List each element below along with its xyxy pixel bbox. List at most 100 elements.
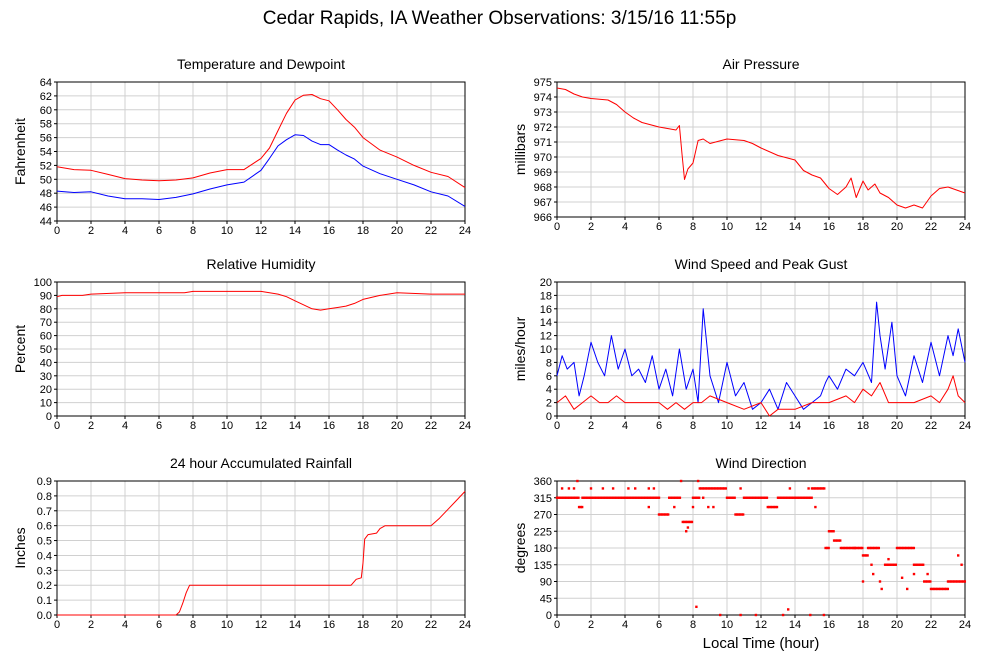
direction-point: [561, 496, 565, 499]
direction-point: [943, 587, 946, 591]
y-tick-label: 0: [546, 411, 552, 423]
direction-point: [818, 487, 821, 490]
direction-point: [855, 546, 858, 550]
direction-point: [927, 580, 930, 583]
direction-point: [885, 563, 888, 566]
y-tick-label: 6: [546, 371, 552, 383]
x-tick-label: 10: [721, 619, 733, 631]
direction-point: [774, 505, 777, 509]
direction-point: [739, 487, 742, 490]
direction-point: [880, 587, 883, 591]
x-tick-label: 4: [622, 420, 628, 432]
direction-point: [564, 496, 568, 499]
direction-point: [628, 496, 632, 499]
x-tick-label: 0: [54, 225, 60, 237]
x-tick-label: 6: [656, 619, 662, 631]
direction-point: [566, 496, 569, 499]
direction-point: [657, 513, 661, 516]
direction-point: [815, 487, 818, 490]
x-tick-label: 14: [789, 221, 801, 233]
y-axis-label: Percent: [12, 325, 28, 373]
direction-point: [611, 496, 615, 499]
direction-point: [735, 513, 739, 516]
y-tick-label: 0: [546, 610, 552, 622]
direction-point: [740, 513, 743, 516]
y-axis-label: Fahrenheit: [12, 118, 28, 185]
direction-point: [891, 563, 894, 566]
direction-point: [697, 496, 701, 499]
direction-point: [878, 580, 882, 583]
direction-point: [713, 487, 717, 490]
direction-point: [666, 513, 670, 516]
direction-point: [810, 487, 814, 490]
direction-point: [719, 613, 722, 617]
direction-point: [622, 496, 626, 499]
direction-point: [698, 487, 701, 490]
y-tick-label: 60: [40, 105, 52, 117]
x-tick-label: 20: [891, 420, 903, 432]
direction-point: [796, 496, 800, 499]
x-tick-label: 22: [925, 619, 937, 631]
direction-point: [651, 496, 655, 499]
direction-point: [756, 496, 759, 499]
x-tick-label: 18: [857, 420, 869, 432]
direction-point: [845, 546, 849, 550]
direction-point: [724, 487, 728, 490]
direction-point: [909, 546, 912, 550]
direction-point: [962, 580, 965, 583]
direction-point: [577, 496, 580, 499]
direction-point: [874, 546, 877, 550]
direction-point: [940, 587, 943, 591]
direction-point: [588, 496, 592, 499]
direction-point: [787, 608, 790, 611]
direction-point: [872, 572, 875, 576]
direction-point: [946, 580, 950, 583]
direction-point: [590, 496, 593, 499]
direction-point: [712, 505, 715, 509]
y-tick-label: 225: [534, 526, 552, 538]
series-line-0: [56, 94, 466, 189]
x-tick-label: 2: [588, 420, 594, 432]
x-tick-label: 6: [156, 420, 162, 432]
direction-point: [751, 496, 755, 499]
direction-point: [696, 479, 700, 483]
x-tick-label: 18: [857, 221, 869, 233]
y-tick-label: 972: [534, 122, 552, 134]
y-tick-label: 54: [40, 147, 52, 159]
direction-point: [906, 587, 909, 591]
direction-point: [608, 496, 612, 499]
direction-point: [596, 496, 599, 499]
direction-point: [871, 546, 874, 550]
direction-point: [725, 496, 729, 499]
direction-point: [627, 487, 630, 490]
direction-point: [926, 580, 929, 583]
direction-point: [599, 496, 603, 499]
direction-point: [912, 563, 916, 566]
direction-point: [923, 580, 926, 583]
direction-point: [601, 496, 604, 499]
direction-point: [694, 496, 698, 499]
y-tick-label: 0.2: [37, 580, 52, 592]
direction-point: [859, 546, 862, 550]
direction-point: [730, 496, 733, 499]
direction-point: [851, 546, 855, 550]
direction-point: [898, 546, 902, 550]
direction-point: [816, 487, 820, 490]
direction-point: [747, 496, 750, 499]
page-title: Cedar Rapids, IA Weather Observations: 3…: [262, 8, 737, 29]
direction-point: [742, 496, 746, 499]
direction-point: [637, 496, 641, 499]
direction-point: [707, 505, 710, 509]
direction-point: [640, 496, 644, 499]
direction-point: [695, 605, 698, 609]
direction-point: [937, 587, 940, 591]
direction-point: [912, 572, 916, 576]
direction-point: [952, 580, 956, 583]
direction-point: [935, 587, 939, 591]
x-tick-label: 6: [656, 221, 662, 233]
x-tick-label: 16: [823, 420, 835, 432]
direction-point: [788, 487, 792, 490]
direction-point: [581, 496, 584, 499]
